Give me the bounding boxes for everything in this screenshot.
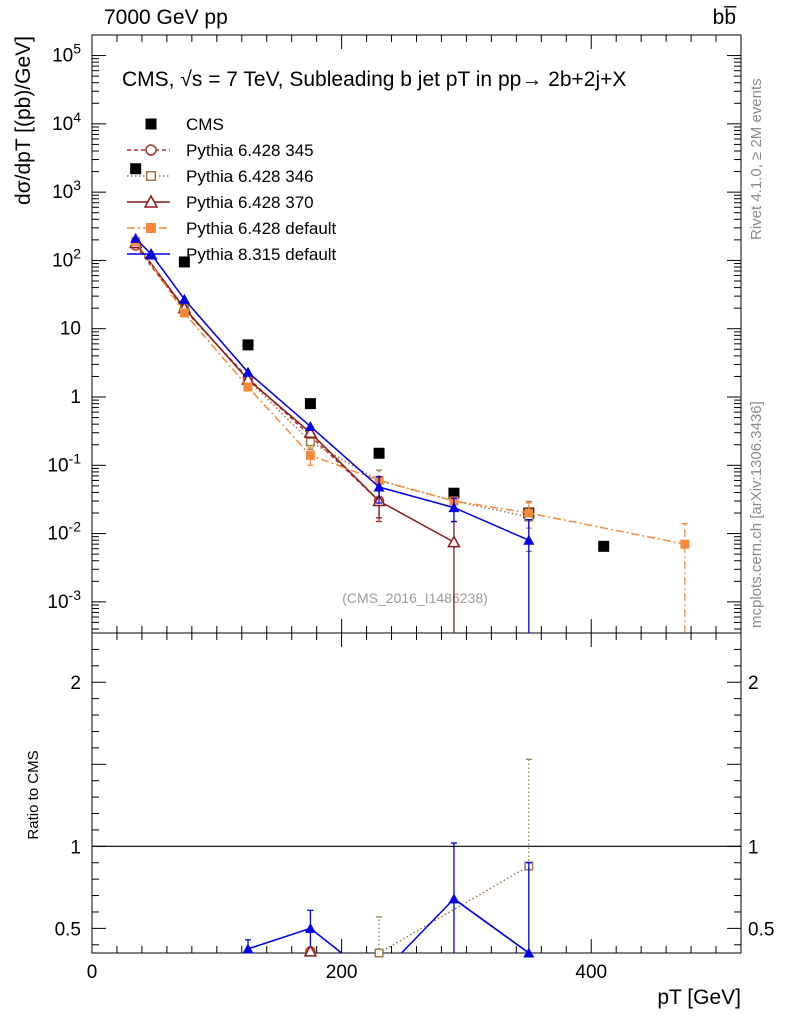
series-line-pythia-6-428-345 — [135, 245, 380, 502]
data-point-cms — [242, 339, 254, 351]
data-point-pythia-8-315-default — [448, 502, 460, 513]
y-tick-label: 10-3 — [47, 587, 81, 613]
source-label: mcplots.cern.ch [arXiv:1306.3436] — [748, 401, 765, 628]
data-point-cms — [130, 163, 142, 175]
ratio-line-pythia-8-315-default — [400, 898, 455, 954]
data-point-pythia-6-428-default — [305, 450, 315, 460]
ratio-tick-label-right: 1 — [748, 837, 759, 858]
data-point-cms — [178, 256, 190, 268]
series-line-pythia-6-428-370 — [135, 242, 455, 543]
ratio-line-pythia-8-315-default — [453, 898, 530, 954]
y-tick-label: 103 — [52, 177, 81, 203]
data-point-pythia-6-428-370 — [447, 535, 461, 548]
y-tick-label: 1 — [70, 387, 81, 408]
legend-label-cms: CMS — [186, 115, 224, 134]
y-axis-title: dσ/dpT [(pb)/GeV] — [12, 36, 35, 205]
data-point-cms — [373, 447, 385, 459]
data-point-pythia-6-428-default — [243, 382, 253, 392]
data-point-cms — [304, 398, 316, 410]
y-tick-label: 10 — [60, 319, 81, 340]
legend-label-pythia-6-428-345: Pythia 6.428 345 — [186, 141, 314, 160]
x-axis-title: pT [GeV] — [657, 986, 741, 1009]
y-tick-label: 105 — [52, 41, 81, 67]
data-point-pythia-6-428-370 — [303, 425, 318, 438]
data-point-pythia-6-428-default — [179, 308, 189, 318]
data-point-pythia-8-315-default — [178, 293, 190, 304]
process-label: bb̅ — [712, 6, 736, 29]
ratio-tick-label: 1 — [70, 837, 81, 858]
data-point-pythia-8-315-default — [130, 232, 142, 243]
legend-marker-pythia-6-428-346 — [146, 171, 156, 181]
x-tick-label: 200 — [326, 962, 358, 983]
ratio-point-pythia-8-315-default — [448, 893, 460, 904]
legend-marker-pythia-6-428-345 — [145, 144, 157, 156]
chart-title: CMS, √s = 7 TeV, Subleading b jet pT in … — [122, 68, 626, 91]
data-point-pythia-8-315-default — [523, 534, 535, 545]
data-point-cms — [598, 540, 610, 552]
y-tick-label: 102 — [52, 245, 81, 271]
ratio-point-pythia-6-428-370 — [303, 944, 318, 957]
legend-label-pythia-6-428-default: Pythia 6.428 default — [186, 219, 337, 238]
beam-label: 7000 GeV pp — [104, 6, 228, 29]
legend-label-pythia-8-315-default: Pythia 8.315 default — [186, 245, 337, 264]
data-point-pythia-8-315-default — [304, 420, 316, 431]
data-point-pythia-6-428-default — [680, 539, 690, 549]
data-point-pythia-6-428-346 — [305, 437, 315, 447]
x-tick-label: 400 — [575, 962, 607, 983]
data-point-pythia-8-315-default — [242, 366, 254, 377]
legend-marker-pythia-8-315-default — [145, 248, 157, 259]
series-line-pythia-6-428-346 — [135, 243, 529, 518]
ratio-tick-label-right: 0.5 — [748, 919, 774, 940]
legend-label-pythia-6-428-370: Pythia 6.428 370 — [186, 193, 314, 212]
ratio-axis-title: Ratio to CMS — [25, 750, 42, 839]
x-tick-label: 0 — [87, 962, 98, 983]
legend-marker-pythia-6-428-default — [146, 223, 156, 233]
analysis-watermark: (CMS_2016_I1486238) — [342, 590, 488, 606]
legend-label-pythia-6-428-346: Pythia 6.428 346 — [186, 167, 314, 186]
rivet-version-label: Rivet 4.1.0, ≥ 2M events — [748, 78, 765, 240]
ratio-tick-label: 0.5 — [55, 919, 81, 940]
y-tick-label: 104 — [52, 109, 81, 135]
ratio-line-pythia-6-428-346 — [378, 865, 530, 954]
data-point-pythia-8-315-default — [373, 481, 385, 492]
legend-marker-cms — [145, 118, 157, 130]
ratio-point-pythia-8-315-default — [304, 922, 316, 933]
data-point-pythia-6-428-default — [524, 508, 534, 518]
ratio-panel-frame — [91, 632, 742, 954]
ratio-point-pythia-8-315-default — [242, 943, 254, 954]
y-tick-label: 10-1 — [47, 450, 81, 476]
series-line-pythia-8-315-default — [135, 237, 530, 541]
ratio-point-pythia-6-428-346 — [374, 948, 384, 958]
ratio-tick-label: 2 — [70, 673, 81, 694]
data-point-cms — [448, 487, 460, 499]
ratio-line-pythia-8-315-default — [247, 927, 311, 950]
y-tick-label: 10-2 — [47, 519, 81, 545]
ratio-point-pythia-8-315-default — [523, 947, 535, 958]
series-line-pythia-6-428-default — [135, 240, 685, 545]
ratio-tick-label-right: 2 — [748, 673, 759, 694]
legend-marker-pythia-6-428-370 — [143, 194, 159, 208]
